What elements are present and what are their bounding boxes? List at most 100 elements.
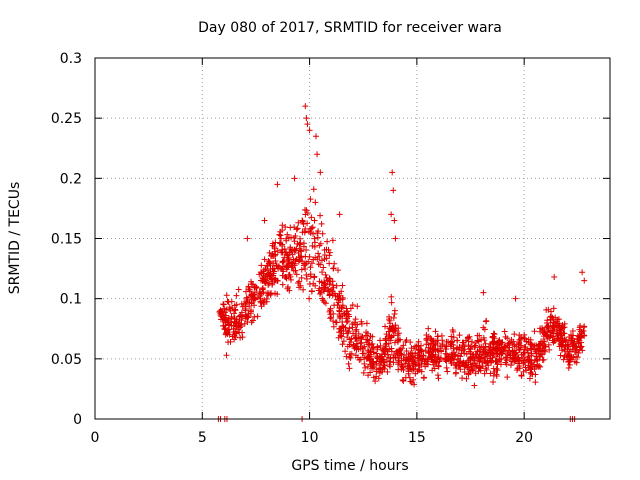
- data-point: [283, 235, 290, 242]
- data-point: [575, 339, 582, 346]
- data-point: [463, 337, 470, 344]
- data-point: [341, 310, 348, 317]
- data-point: [234, 326, 241, 333]
- data-point: [251, 302, 258, 309]
- data-point: [362, 336, 369, 343]
- data-point: [284, 251, 291, 258]
- data-point: [350, 330, 357, 337]
- data-point: [452, 370, 459, 377]
- data-point: [346, 353, 353, 360]
- data-point: [386, 313, 393, 320]
- data-point: [226, 322, 233, 329]
- data-point: [425, 350, 432, 357]
- data-point: [483, 317, 490, 324]
- data-point: [543, 306, 550, 313]
- data-point: [300, 262, 307, 269]
- data-point: [463, 375, 470, 382]
- data-point: [285, 271, 292, 278]
- x-tick-label: 5: [198, 430, 207, 446]
- data-point: [455, 352, 462, 359]
- data-point: [391, 327, 398, 334]
- data-point: [450, 334, 457, 341]
- data-point: [450, 345, 457, 352]
- data-point: [493, 372, 500, 379]
- data-point: [336, 307, 343, 314]
- data-point: [317, 212, 324, 219]
- data-point: [305, 228, 312, 235]
- data-point: [221, 309, 228, 316]
- data-point: [528, 359, 535, 366]
- data-point: [293, 271, 300, 278]
- data-point: [416, 352, 423, 359]
- data-point: [360, 369, 367, 376]
- data-point: [443, 355, 450, 362]
- data-point: [398, 351, 405, 358]
- data-point: [373, 368, 380, 375]
- data-point: [391, 339, 398, 346]
- data-point: [507, 362, 514, 369]
- data-point: [317, 240, 324, 247]
- data-point: [347, 351, 354, 358]
- data-point: [557, 340, 564, 347]
- data-point: [306, 280, 313, 287]
- data-point: [388, 299, 395, 306]
- data-point: [499, 348, 506, 355]
- data-point: [363, 355, 370, 362]
- data-point: [307, 264, 314, 271]
- data-point: [307, 225, 314, 232]
- data-point: [459, 375, 466, 382]
- data-point: [505, 340, 512, 347]
- data-point: [539, 326, 546, 333]
- data-point: [456, 357, 463, 364]
- data-point: [334, 301, 341, 308]
- data-point: [343, 305, 350, 312]
- data-point: [329, 237, 336, 244]
- data-point: [565, 341, 572, 348]
- data-point: [338, 327, 345, 334]
- data-point: [251, 284, 258, 291]
- data-point: [368, 348, 375, 355]
- data-point: [304, 209, 311, 216]
- data-point: [332, 292, 339, 299]
- data-point: [450, 328, 457, 335]
- data-point: [509, 350, 516, 357]
- data-point: [503, 357, 510, 364]
- data-point: [387, 326, 394, 333]
- data-point: [317, 261, 324, 268]
- data-point: [570, 332, 577, 339]
- data-point: [235, 286, 242, 293]
- data-point: [219, 316, 226, 323]
- data-point: [224, 327, 231, 334]
- data-point: [267, 272, 274, 279]
- y-axis-label: SRMTID / TECUs: [7, 182, 23, 295]
- data-point: [443, 364, 450, 371]
- data-point: [330, 318, 337, 325]
- data-point: [258, 262, 265, 269]
- data-point: [520, 334, 527, 341]
- data-point: [500, 347, 507, 354]
- data-point: [329, 278, 336, 285]
- data-point: [230, 329, 237, 336]
- data-point: [392, 328, 399, 335]
- data-point: [512, 295, 519, 302]
- data-point: [579, 269, 586, 276]
- data-point: [538, 347, 545, 354]
- data-point: [390, 314, 397, 321]
- data-point: [295, 254, 302, 261]
- data-point: [469, 360, 476, 367]
- data-point: [358, 320, 365, 327]
- data-point: [290, 267, 297, 274]
- data-point: [332, 319, 339, 326]
- data-point: [569, 338, 576, 345]
- data-point: [403, 348, 410, 355]
- data-point: [226, 304, 233, 311]
- data-point: [351, 345, 358, 352]
- data-point: [400, 342, 407, 349]
- data-point: [435, 354, 442, 361]
- data-point: [410, 366, 417, 373]
- data-point: [259, 277, 266, 284]
- data-point: [300, 286, 307, 293]
- data-point: [547, 332, 554, 339]
- data-point: [551, 274, 558, 281]
